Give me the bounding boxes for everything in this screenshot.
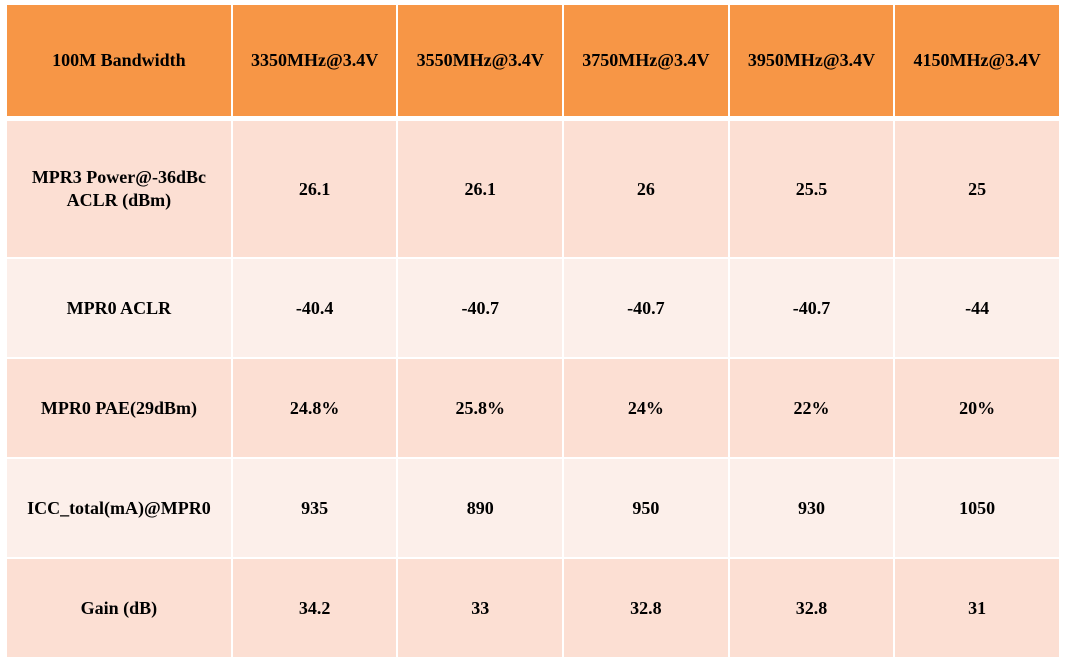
row-label: MPR0 PAE(29dBm) — [7, 359, 231, 459]
table-row-mpr0-aclr: MPR0 ACLR -40.4 -40.7 -40.7 -40.7 -44 — [7, 259, 1059, 359]
value-cell: 25.5 — [729, 121, 894, 259]
header-cell-3350mhz: 3350MHz@3.4V — [232, 5, 397, 121]
row-label-line1: MPR3 Power@-36dBc — [31, 167, 207, 187]
header-cell-3750mhz: 3750MHz@3.4V — [564, 5, 728, 121]
value-cell: -40.7 — [564, 259, 728, 359]
table-row-icc-total: ICC_total(mA)@MPR0 935 890 950 930 1050 — [7, 459, 1059, 559]
table-row-gain: Gain (dB) 34.2 33 32.8 32.8 31 — [7, 559, 1059, 659]
value-cell: -40.7 — [398, 259, 563, 359]
row-label-cell: MPR3 Power@-36dBc ACLR (dBm) — [7, 121, 231, 259]
header-cell-3550mhz: 3550MHz@3.4V — [398, 5, 563, 121]
value-cell: 26.1 — [398, 121, 563, 259]
value-cell: 950 — [564, 459, 728, 559]
row-label-line2: ACLR (dBm) — [66, 190, 172, 210]
value-cell: 20% — [895, 359, 1059, 459]
table-row-mpr0-pae: MPR0 PAE(29dBm) 24.8% 25.8% 24% 22% 20% — [7, 359, 1059, 459]
row-label: Gain (dB) — [7, 559, 231, 659]
value-cell: 25.8% — [398, 359, 563, 459]
spec-table-container: 100M Bandwidth 3350MHz@3.4V 3550MHz@3.4V… — [5, 5, 1061, 661]
value-cell: 22% — [729, 359, 894, 459]
row-label: ICC_total(mA)@MPR0 — [7, 459, 231, 559]
value-cell: 24% — [564, 359, 728, 459]
table-row-mpr3-power: MPR3 Power@-36dBc ACLR (dBm) 26.1 26.1 2… — [7, 121, 1059, 259]
value-cell: -40.7 — [729, 259, 894, 359]
value-cell: 935 — [232, 459, 397, 559]
value-cell: 25 — [895, 121, 1059, 259]
value-cell: 930 — [729, 459, 894, 559]
header-row: 100M Bandwidth 3350MHz@3.4V 3550MHz@3.4V… — [7, 5, 1059, 121]
value-cell: 1050 — [895, 459, 1059, 559]
value-cell: 32.8 — [564, 559, 728, 659]
value-cell: -44 — [895, 259, 1059, 359]
value-cell: 26.1 — [232, 121, 397, 259]
header-cell-4150mhz: 4150MHz@3.4V — [895, 5, 1059, 121]
header-cell-3950mhz: 3950MHz@3.4V — [729, 5, 894, 121]
value-cell: 33 — [398, 559, 563, 659]
row-label: MPR3 Power@-36dBc ACLR (dBm) — [32, 166, 206, 212]
row-label: MPR0 ACLR — [7, 259, 231, 359]
value-cell: 26 — [564, 121, 728, 259]
value-cell: 31 — [895, 559, 1059, 659]
spec-table: 100M Bandwidth 3350MHz@3.4V 3550MHz@3.4V… — [5, 5, 1061, 659]
value-cell: 32.8 — [729, 559, 894, 659]
value-cell: 24.8% — [232, 359, 397, 459]
value-cell: -40.4 — [232, 259, 397, 359]
header-cell-bandwidth: 100M Bandwidth — [7, 5, 231, 121]
value-cell: 890 — [398, 459, 563, 559]
value-cell: 34.2 — [232, 559, 397, 659]
